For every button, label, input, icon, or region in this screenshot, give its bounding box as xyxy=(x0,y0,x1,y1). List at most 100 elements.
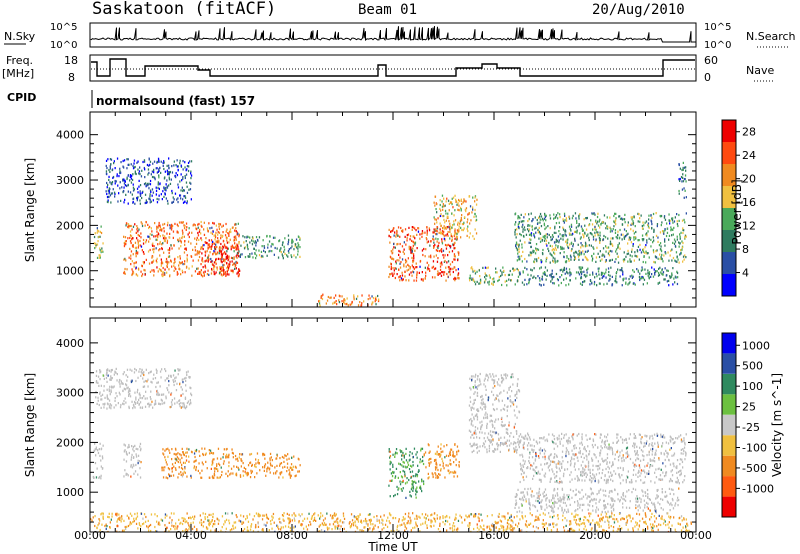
power-cell xyxy=(524,228,526,232)
power-cell xyxy=(219,268,221,271)
power-cell xyxy=(581,283,583,286)
velocity-cell xyxy=(631,481,633,484)
velocity-cell xyxy=(498,378,500,381)
velocity-cell xyxy=(655,453,657,456)
power-cell xyxy=(554,252,556,255)
power-cell xyxy=(390,265,392,268)
power-cell xyxy=(471,278,473,281)
power-cell xyxy=(218,222,220,226)
velocity-cell xyxy=(190,474,192,477)
power-cell xyxy=(123,182,126,185)
velocity-cell xyxy=(440,468,442,471)
power-cell xyxy=(143,268,145,272)
power-cell xyxy=(599,226,601,229)
power-cell xyxy=(134,202,136,205)
power-cell xyxy=(223,246,225,249)
velocity-cell xyxy=(254,476,256,479)
power-cell xyxy=(566,239,568,242)
power-cell xyxy=(451,203,453,206)
velocity-cell xyxy=(481,420,483,423)
velocity-cell xyxy=(131,453,133,456)
power-cell xyxy=(408,273,411,276)
velocity-cell xyxy=(486,413,488,416)
velocity-cell xyxy=(640,449,643,452)
power-cell xyxy=(630,223,632,226)
velocity-cell xyxy=(163,453,165,456)
power-cell xyxy=(547,225,549,228)
power-cell xyxy=(149,189,152,192)
velocity-cell xyxy=(523,472,525,475)
power-cell xyxy=(637,220,639,223)
velocity-cell xyxy=(635,452,638,455)
power-cell xyxy=(457,268,459,271)
velocity-cell xyxy=(228,456,230,459)
power-cell xyxy=(236,248,238,251)
power-cell xyxy=(124,267,126,271)
velocity-cell xyxy=(219,464,221,467)
power-cell xyxy=(550,273,552,276)
power-cell xyxy=(108,175,110,178)
velocity-cell xyxy=(589,471,591,474)
power-cell xyxy=(476,198,478,201)
power-cell xyxy=(591,259,593,262)
power-cell xyxy=(231,245,234,249)
velocity-cell xyxy=(220,466,222,469)
velocity-cell xyxy=(180,466,183,469)
power-cell xyxy=(182,263,184,266)
power-cell xyxy=(684,234,687,237)
velocity-cell xyxy=(405,496,407,499)
power-cell xyxy=(672,267,674,270)
power-cell xyxy=(227,265,229,268)
velocity-cell xyxy=(259,469,261,472)
velocity-cell xyxy=(389,456,391,459)
velocity-cell xyxy=(490,419,492,422)
power-cell xyxy=(283,250,285,253)
velocity-cell xyxy=(217,447,220,450)
velocity-cell xyxy=(442,462,444,465)
power-cell xyxy=(668,234,671,237)
velocity-cell xyxy=(266,467,268,471)
power-cell xyxy=(573,251,575,255)
velocity-cell xyxy=(544,449,547,453)
velocity-cell xyxy=(474,384,476,387)
power-cell xyxy=(634,225,636,228)
velocity-cell xyxy=(635,459,637,462)
power-cell xyxy=(158,176,160,179)
velocity-cell xyxy=(670,479,672,482)
power-cell xyxy=(237,246,239,249)
power-cell xyxy=(392,229,394,232)
velocity-cell xyxy=(408,459,410,462)
velocity-cell xyxy=(184,467,186,470)
power-cell xyxy=(164,235,166,238)
velocity-cell xyxy=(490,414,493,417)
power-cell xyxy=(555,244,557,247)
power-cell xyxy=(199,270,201,274)
velocity-cell xyxy=(633,469,635,472)
power-cell xyxy=(591,282,593,285)
velocity-cell xyxy=(251,470,253,473)
power-cell xyxy=(168,176,170,179)
velocity-cell xyxy=(492,424,494,427)
velocity-cell xyxy=(128,443,130,447)
power-cell xyxy=(137,168,139,171)
velocity-cell xyxy=(625,481,627,484)
power-cell xyxy=(215,271,217,274)
power-cell xyxy=(168,164,170,167)
power-cell xyxy=(136,227,139,230)
power-cell xyxy=(651,266,653,269)
velocity-cell xyxy=(138,460,141,463)
power-cell xyxy=(668,259,670,262)
power-cell xyxy=(584,280,586,283)
velocity-cell xyxy=(528,460,530,463)
power-cell xyxy=(233,256,235,259)
power-cell xyxy=(130,254,132,257)
power-cell xyxy=(673,226,675,229)
velocity-cell xyxy=(447,464,449,467)
velocity-cell xyxy=(130,458,132,461)
power-cell xyxy=(663,230,665,233)
velocity-cell xyxy=(201,476,203,479)
power-cell xyxy=(447,275,449,278)
power-cell xyxy=(557,246,559,249)
power-cell xyxy=(201,225,203,228)
power-cell xyxy=(470,219,472,222)
